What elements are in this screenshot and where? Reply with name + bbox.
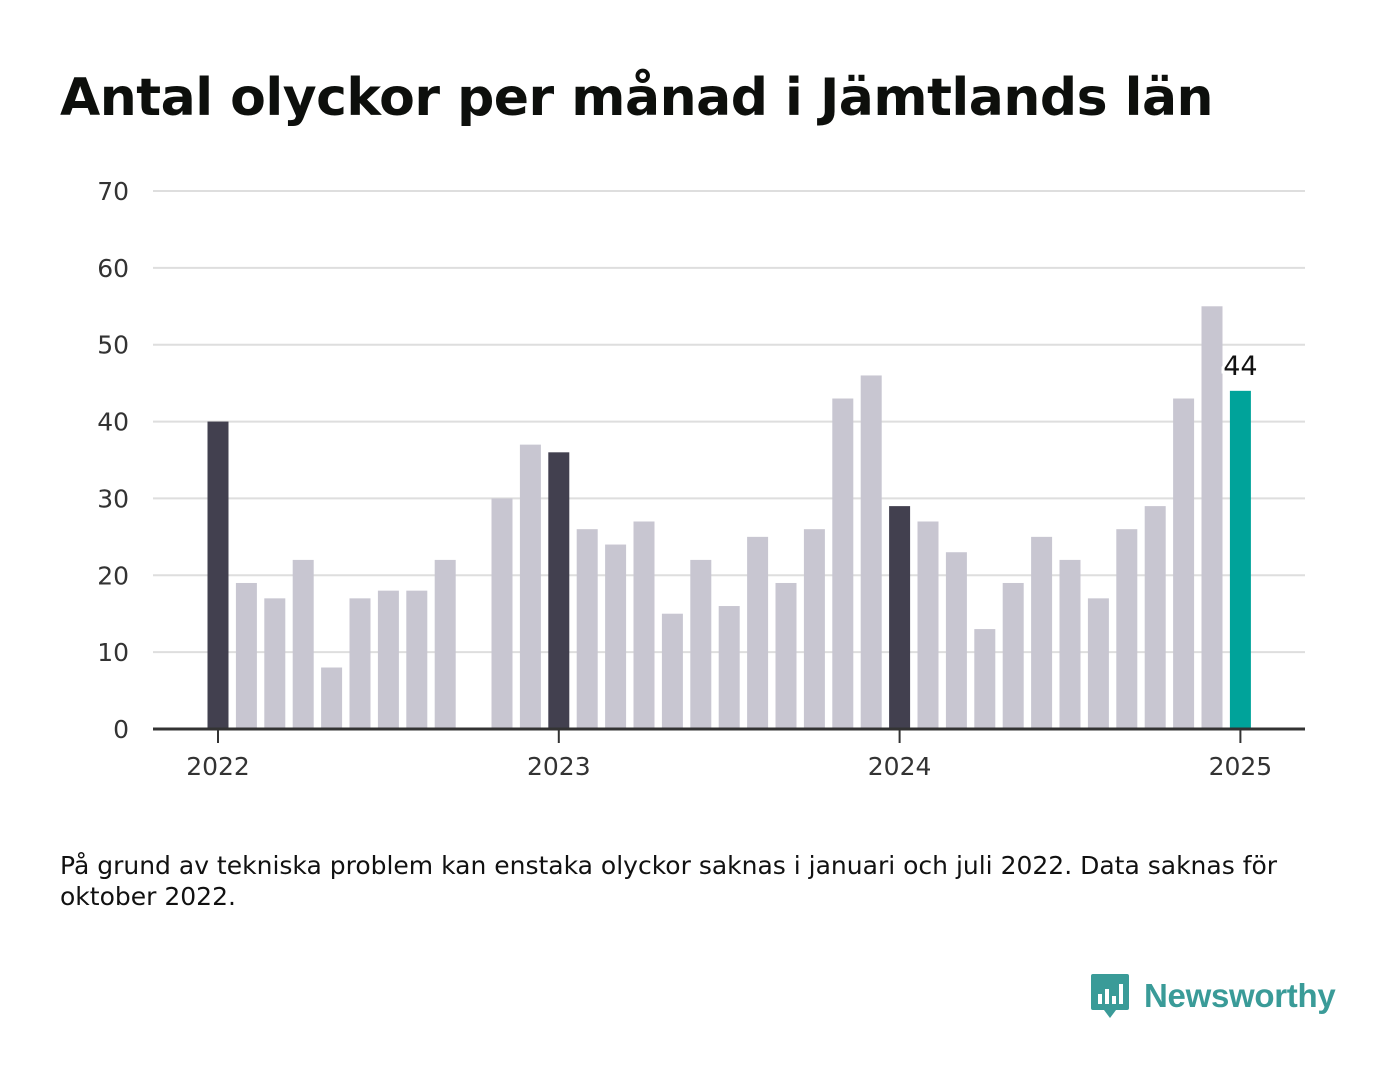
bar-2023-03 — [605, 544, 627, 729]
x-tick-label: 2022 — [186, 752, 250, 781]
bar-2023-07 — [718, 606, 740, 729]
bar-2022-09 — [434, 559, 456, 729]
bar-2024-12 — [1201, 306, 1223, 729]
bars — [207, 306, 1251, 729]
y-tick-label: 50 — [97, 331, 129, 360]
chart-title: Antal olyckor per månad i Jämtlands län — [60, 68, 1214, 128]
footnote: På grund av tekniska problem kan enstaka… — [60, 851, 1278, 911]
bar-2022-02 — [235, 582, 257, 729]
y-tick-label: 0 — [113, 715, 129, 744]
y-tick-label: 40 — [97, 408, 129, 437]
bar-2024-04 — [974, 629, 996, 729]
x-axis: 2022 2023 2024 2025 — [153, 727, 1305, 781]
bar-2023-04 — [633, 521, 655, 729]
bar-2024-07 — [1059, 559, 1081, 729]
highlight-value-label: 44 — [1223, 351, 1257, 382]
bar-chart-speech-bubble-icon — [1091, 974, 1129, 1018]
y-tick-label: 30 — [97, 484, 129, 513]
bar-2022-03 — [264, 598, 286, 729]
bar-2023-09 — [775, 582, 797, 729]
x-tick-label: 2024 — [868, 752, 932, 781]
bar-2023-12 — [860, 375, 882, 729]
bar-2022-05 — [321, 667, 343, 729]
y-tick-label: 70 — [97, 177, 129, 206]
bar-2024-01 — [889, 506, 911, 729]
bar-2023-05 — [661, 613, 683, 729]
brand-logo[interactable]: Newsworthy — [1090, 970, 1336, 1022]
bar-2022-11 — [491, 498, 513, 729]
y-tick-label: 60 — [97, 254, 129, 283]
bar-2022-07 — [377, 590, 399, 729]
x-tick-label: 2023 — [527, 752, 591, 781]
bar-2022-12 — [519, 444, 541, 729]
y-tick-label: 20 — [97, 561, 129, 590]
y-tick-label: 10 — [97, 638, 129, 667]
bar-2024-10 — [1144, 506, 1166, 729]
bar-2022-01 — [207, 421, 229, 729]
bar-2023-06 — [690, 559, 712, 729]
bar-2023-10 — [803, 529, 825, 729]
bar-2025-01 — [1229, 390, 1251, 729]
bar-2024-06 — [1031, 536, 1053, 729]
data-labels: 44 — [1220, 348, 1260, 385]
x-tick-label: 2025 — [1209, 752, 1273, 781]
brand-name: Newsworthy — [1144, 977, 1336, 1014]
bar-2023-08 — [747, 536, 769, 729]
bar-2024-03 — [945, 552, 967, 729]
bar-2024-05 — [1002, 582, 1024, 729]
bar-2024-08 — [1087, 598, 1109, 729]
bar-2022-04 — [292, 559, 314, 729]
bar-2024-11 — [1173, 398, 1195, 729]
bar-2022-06 — [349, 598, 371, 729]
bar-2024-02 — [917, 521, 939, 729]
bar-2023-02 — [576, 529, 598, 729]
bar-2023-01 — [548, 452, 570, 729]
bar-2022-08 — [406, 590, 428, 729]
bar-2023-11 — [832, 398, 854, 729]
bar-2024-09 — [1116, 529, 1138, 729]
